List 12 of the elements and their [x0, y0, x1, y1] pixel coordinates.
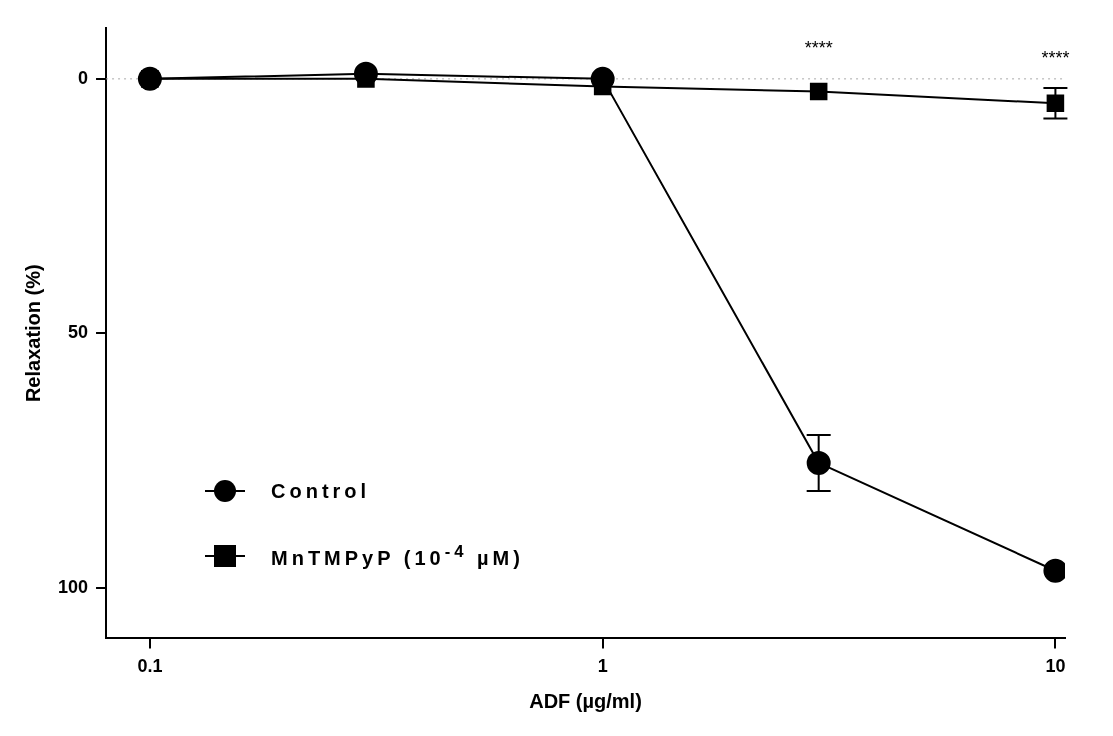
legend-label: MnTMPyP (10$^{-4}$ µM)	[271, 542, 524, 570]
y-tick-label: 0	[78, 67, 89, 88]
x-tick-label: 10	[1045, 656, 1066, 677]
x-axis-title: ADF (µg/ml)	[529, 689, 642, 712]
annotation: ****	[804, 37, 833, 58]
legend-label: Control	[271, 479, 371, 503]
x-tick-label: 1	[597, 656, 608, 677]
annotation: ****	[1041, 47, 1070, 68]
y-tick-label: 50	[68, 322, 89, 343]
x-tick-label: 0.1	[137, 656, 163, 677]
y-tick-label: 100	[57, 576, 89, 597]
y-axis-title: Relaxation (%)	[21, 264, 44, 403]
